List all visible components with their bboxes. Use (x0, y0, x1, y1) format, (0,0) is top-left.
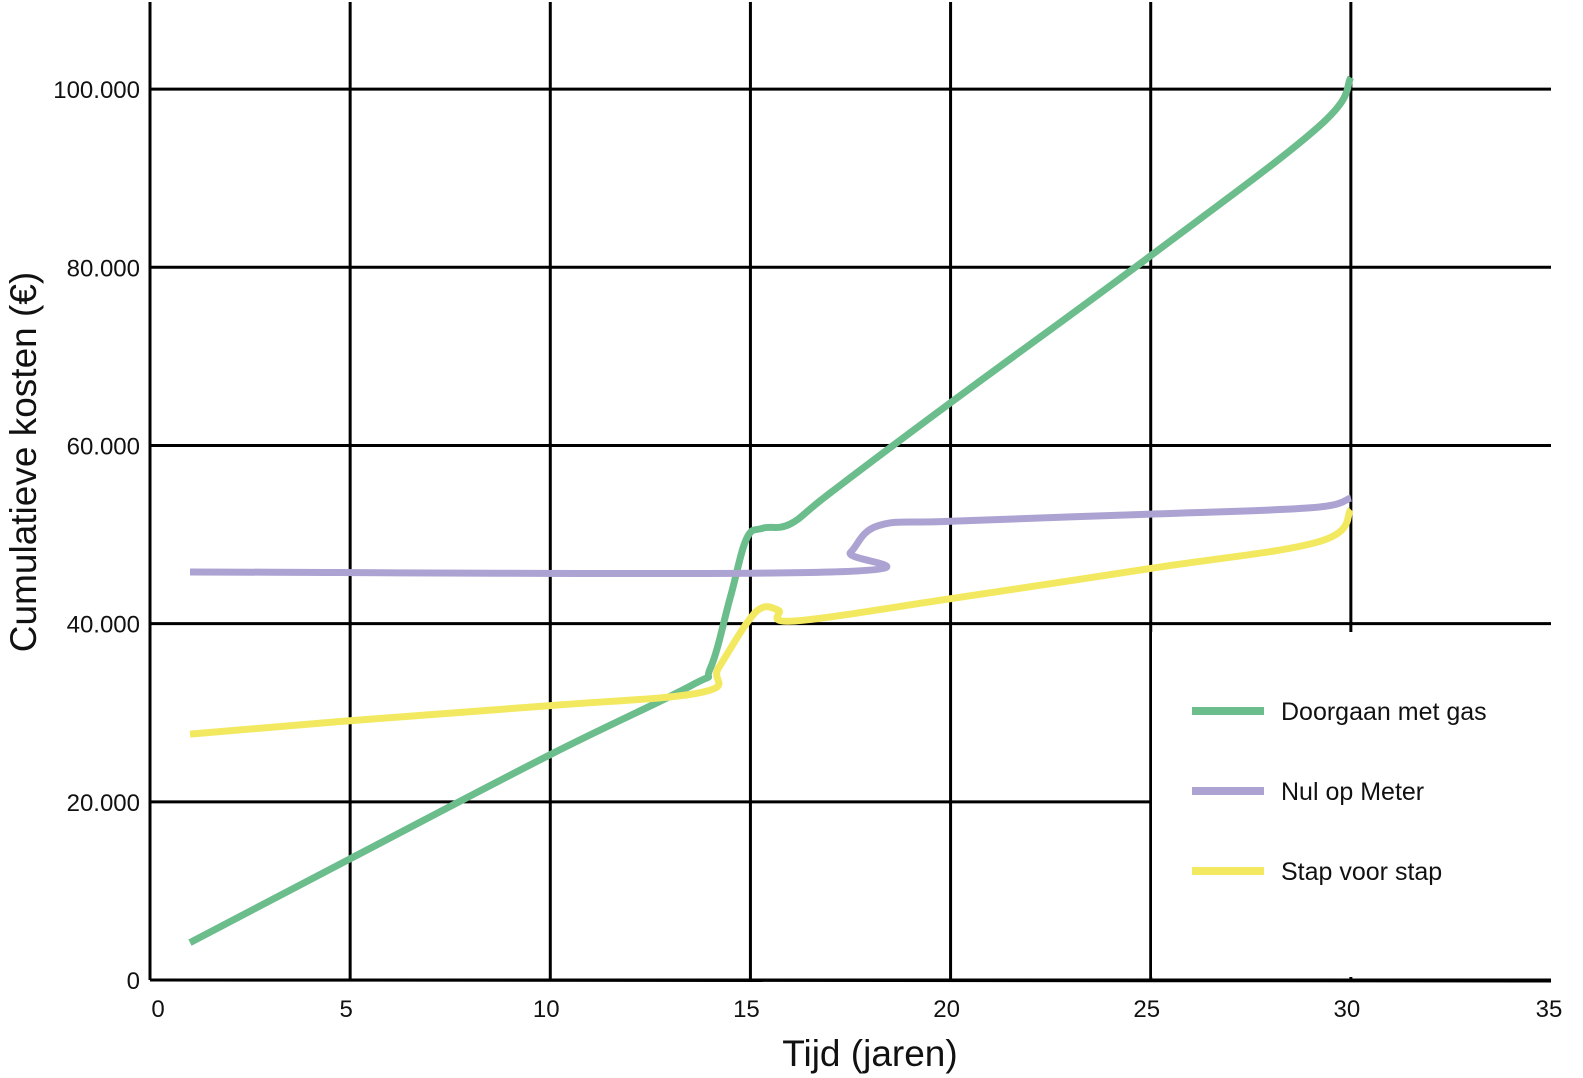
legend-entry-label: Stap voor stap (1281, 858, 1442, 886)
legend-background (1152, 632, 1557, 977)
y-axis-label: Cumulatieve kosten (€) (3, 272, 44, 652)
x-tick-label: 0 (151, 996, 164, 1023)
data-series (188, 75, 1355, 946)
x-tick-label: 35 (1536, 996, 1563, 1023)
x-tick-label: 10 (533, 996, 560, 1023)
x-tick-label: 30 (1334, 996, 1361, 1023)
y-tick-label: 40.000 (67, 612, 140, 639)
x-axis-ticks: 0 5 10 15 20 25 30 35 (151, 996, 1562, 1023)
y-tick-label: 0 (127, 968, 140, 995)
legend: Doorgaan met gas Nul op Meter Stap voor st… (149, 632, 1557, 983)
grid (148, 2, 1551, 982)
x-axis-label: Tijd (jaren) (782, 1033, 957, 1074)
series-line (189, 494, 1353, 578)
x-tick-label: 15 (733, 996, 760, 1023)
y-tick-label: 20.000 (67, 790, 140, 817)
series-line (189, 507, 1354, 738)
legend-entry-label: Nul op Meter (1281, 778, 1424, 806)
x-tick-label: 25 (1133, 996, 1160, 1023)
x-tick-label: 20 (933, 996, 960, 1023)
y-axis-ticks: 0 20.000 40.000 60.000 80.000 100.000 (53, 77, 140, 995)
y-tick-label: 80.000 (67, 255, 140, 282)
y-tick-label: 100.000 (53, 77, 140, 104)
y-tick-label: 60.000 (67, 433, 140, 460)
series-line (188, 75, 1355, 946)
x-axis-line (149, 978, 1552, 983)
x-tick-label: 5 (339, 996, 352, 1023)
legend-entry-label: Doorgaan met gas (1281, 698, 1487, 726)
